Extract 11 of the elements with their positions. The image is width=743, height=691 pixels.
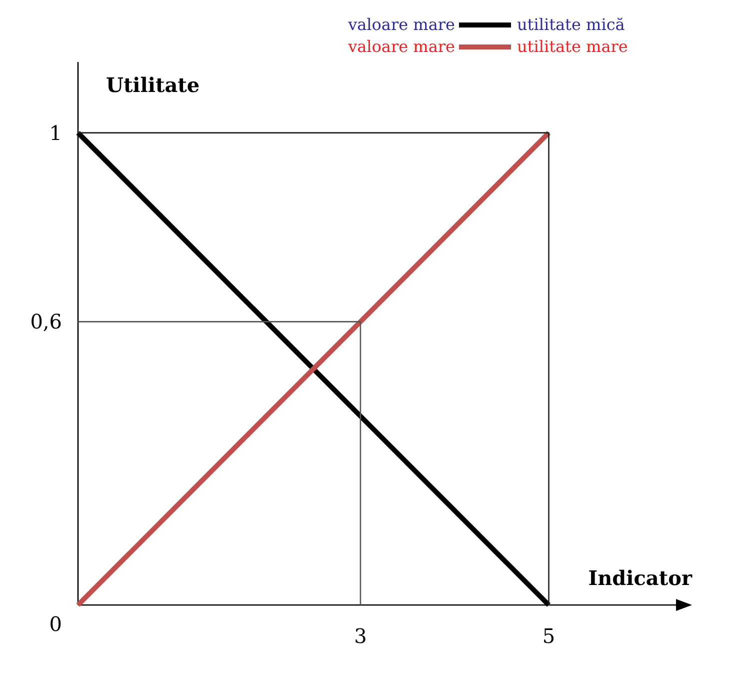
text: valoare mare bbox=[347, 15, 455, 34]
x-tick-label: 5 bbox=[542, 624, 556, 648]
text: valoare mare bbox=[347, 37, 455, 56]
y-tick-label: 0,6 bbox=[30, 310, 62, 334]
legend-label: utilitate mică bbox=[517, 15, 626, 34]
y-tick-label: 0 bbox=[49, 612, 62, 636]
x-tick-label: 3 bbox=[354, 624, 367, 648]
x-axis-title: Indicator bbox=[588, 566, 692, 590]
y-axis-title: Utilitate bbox=[106, 73, 200, 97]
legend-label: utilitate mare bbox=[517, 37, 628, 56]
y-tick-label: 1 bbox=[49, 120, 62, 145]
